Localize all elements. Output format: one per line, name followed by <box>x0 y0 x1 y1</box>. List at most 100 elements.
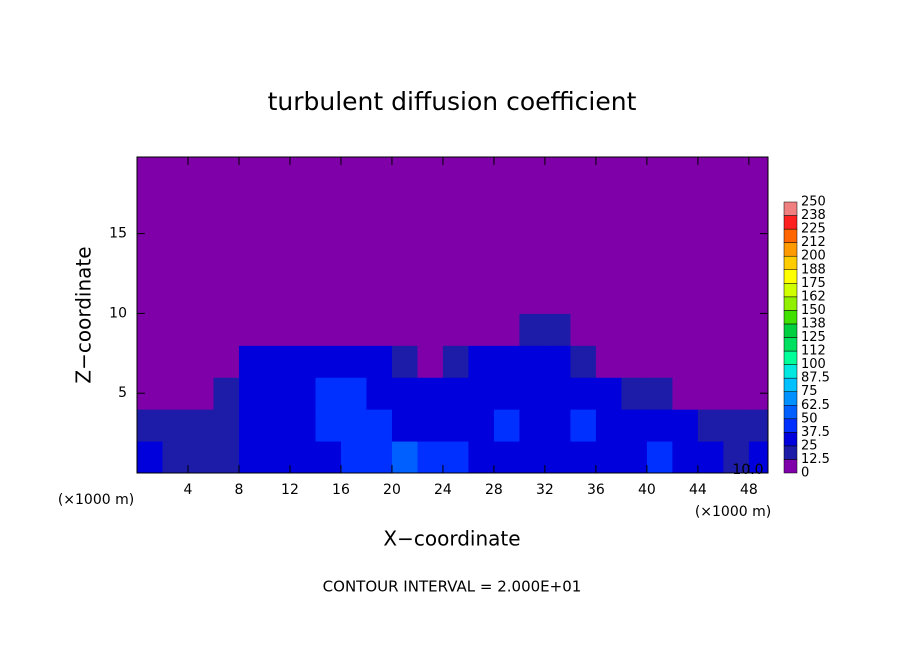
field-cell <box>187 217 214 251</box>
field-cell <box>748 409 768 442</box>
field-cell <box>264 249 291 282</box>
field-cell <box>238 313 265 346</box>
field-cell <box>544 157 571 187</box>
colorbar-cell <box>783 405 798 420</box>
field-cell <box>264 345 291 378</box>
field-cell <box>213 217 240 251</box>
colorbar-label: 75 <box>801 384 818 399</box>
colorbar-label: 212 <box>801 235 826 250</box>
field-cell <box>519 377 546 410</box>
field-cell <box>621 441 648 473</box>
field-cell <box>366 217 393 251</box>
field-cell <box>646 441 673 473</box>
field-cell <box>748 249 768 282</box>
field-cell <box>187 345 214 378</box>
field-cell <box>646 157 673 187</box>
field-cell <box>366 345 393 378</box>
field-cell <box>417 249 444 282</box>
colorbar-cell <box>783 432 798 447</box>
field-cell <box>187 409 214 442</box>
field-cell <box>289 409 316 442</box>
field-cell <box>289 345 316 378</box>
field-cell <box>519 313 546 346</box>
field-cell <box>162 185 189 219</box>
field-cell <box>315 281 342 314</box>
field-cell <box>417 157 444 187</box>
field-cell <box>162 281 189 314</box>
field-cell <box>187 441 214 473</box>
field-cell <box>672 249 699 282</box>
field-cell <box>570 441 597 473</box>
field-cell <box>468 409 495 442</box>
field-cell <box>672 185 699 219</box>
field-cell <box>137 441 163 473</box>
field-cell <box>442 377 469 410</box>
field-cell <box>213 249 240 282</box>
colorbar-cell <box>783 269 798 284</box>
field-cell <box>519 281 546 314</box>
field-cell <box>621 313 648 346</box>
footer: CONTOUR INTERVAL = 2.000E+01 <box>323 578 582 596</box>
field-cell <box>723 185 750 219</box>
field-cell <box>417 441 444 473</box>
field-cell <box>366 409 393 442</box>
field-cell <box>697 377 724 410</box>
colorbar-label: 225 <box>801 222 826 237</box>
field-cell <box>213 313 240 346</box>
field-cell <box>519 409 546 442</box>
field-cell <box>544 377 571 410</box>
field-cell <box>748 185 768 219</box>
field-cell <box>748 157 768 187</box>
x-tick-label: 12 <box>281 482 299 498</box>
colorbar-cell <box>783 255 798 271</box>
plot-frame <box>136 156 769 474</box>
field-cell <box>417 313 444 346</box>
field-cell <box>544 441 571 473</box>
field-cell <box>570 377 597 410</box>
field-cell <box>289 217 316 251</box>
field-cell <box>442 217 469 251</box>
y-tick-label: 15 <box>109 226 127 242</box>
colorbar-label: 150 <box>801 303 826 318</box>
field-cell <box>187 157 214 187</box>
colorbar-label: 238 <box>801 208 826 223</box>
field-cell <box>570 281 597 314</box>
field-cell <box>366 313 393 346</box>
field-cell <box>315 409 342 442</box>
field-cell <box>646 313 673 346</box>
field-cell <box>213 185 240 219</box>
field-cell <box>315 185 342 219</box>
field-cell <box>340 377 367 410</box>
field-cell <box>442 281 469 314</box>
field-cell <box>493 157 520 187</box>
x-tick-label: 32 <box>536 482 554 498</box>
field-cell <box>264 409 291 442</box>
colorbar-label: 50 <box>801 411 818 426</box>
field-cell <box>621 185 648 219</box>
field-cell <box>519 157 546 187</box>
field-cell <box>162 157 189 187</box>
field-cell <box>595 313 622 346</box>
colorbar-label: 138 <box>801 316 826 331</box>
colorbar-cell <box>783 283 798 298</box>
colorbar-label: 37.5 <box>801 425 830 440</box>
field <box>137 157 768 473</box>
colorbar-cell <box>783 391 798 406</box>
field-cell <box>213 157 240 187</box>
field-cell <box>264 217 291 251</box>
colorbar-cell <box>783 201 798 216</box>
field-cell <box>468 313 495 346</box>
field-cell <box>672 441 699 473</box>
field-cell <box>544 217 571 251</box>
field-cell <box>340 345 367 378</box>
field-cell <box>315 313 342 346</box>
y-axis-label: Z−coordinate <box>72 246 96 383</box>
field-cell <box>748 313 768 346</box>
field-cell <box>340 313 367 346</box>
field-cell <box>748 281 768 314</box>
field-cell <box>442 409 469 442</box>
field-cell <box>493 281 520 314</box>
field-cell <box>468 185 495 219</box>
field-cell <box>162 409 189 442</box>
field-cell <box>570 217 597 251</box>
